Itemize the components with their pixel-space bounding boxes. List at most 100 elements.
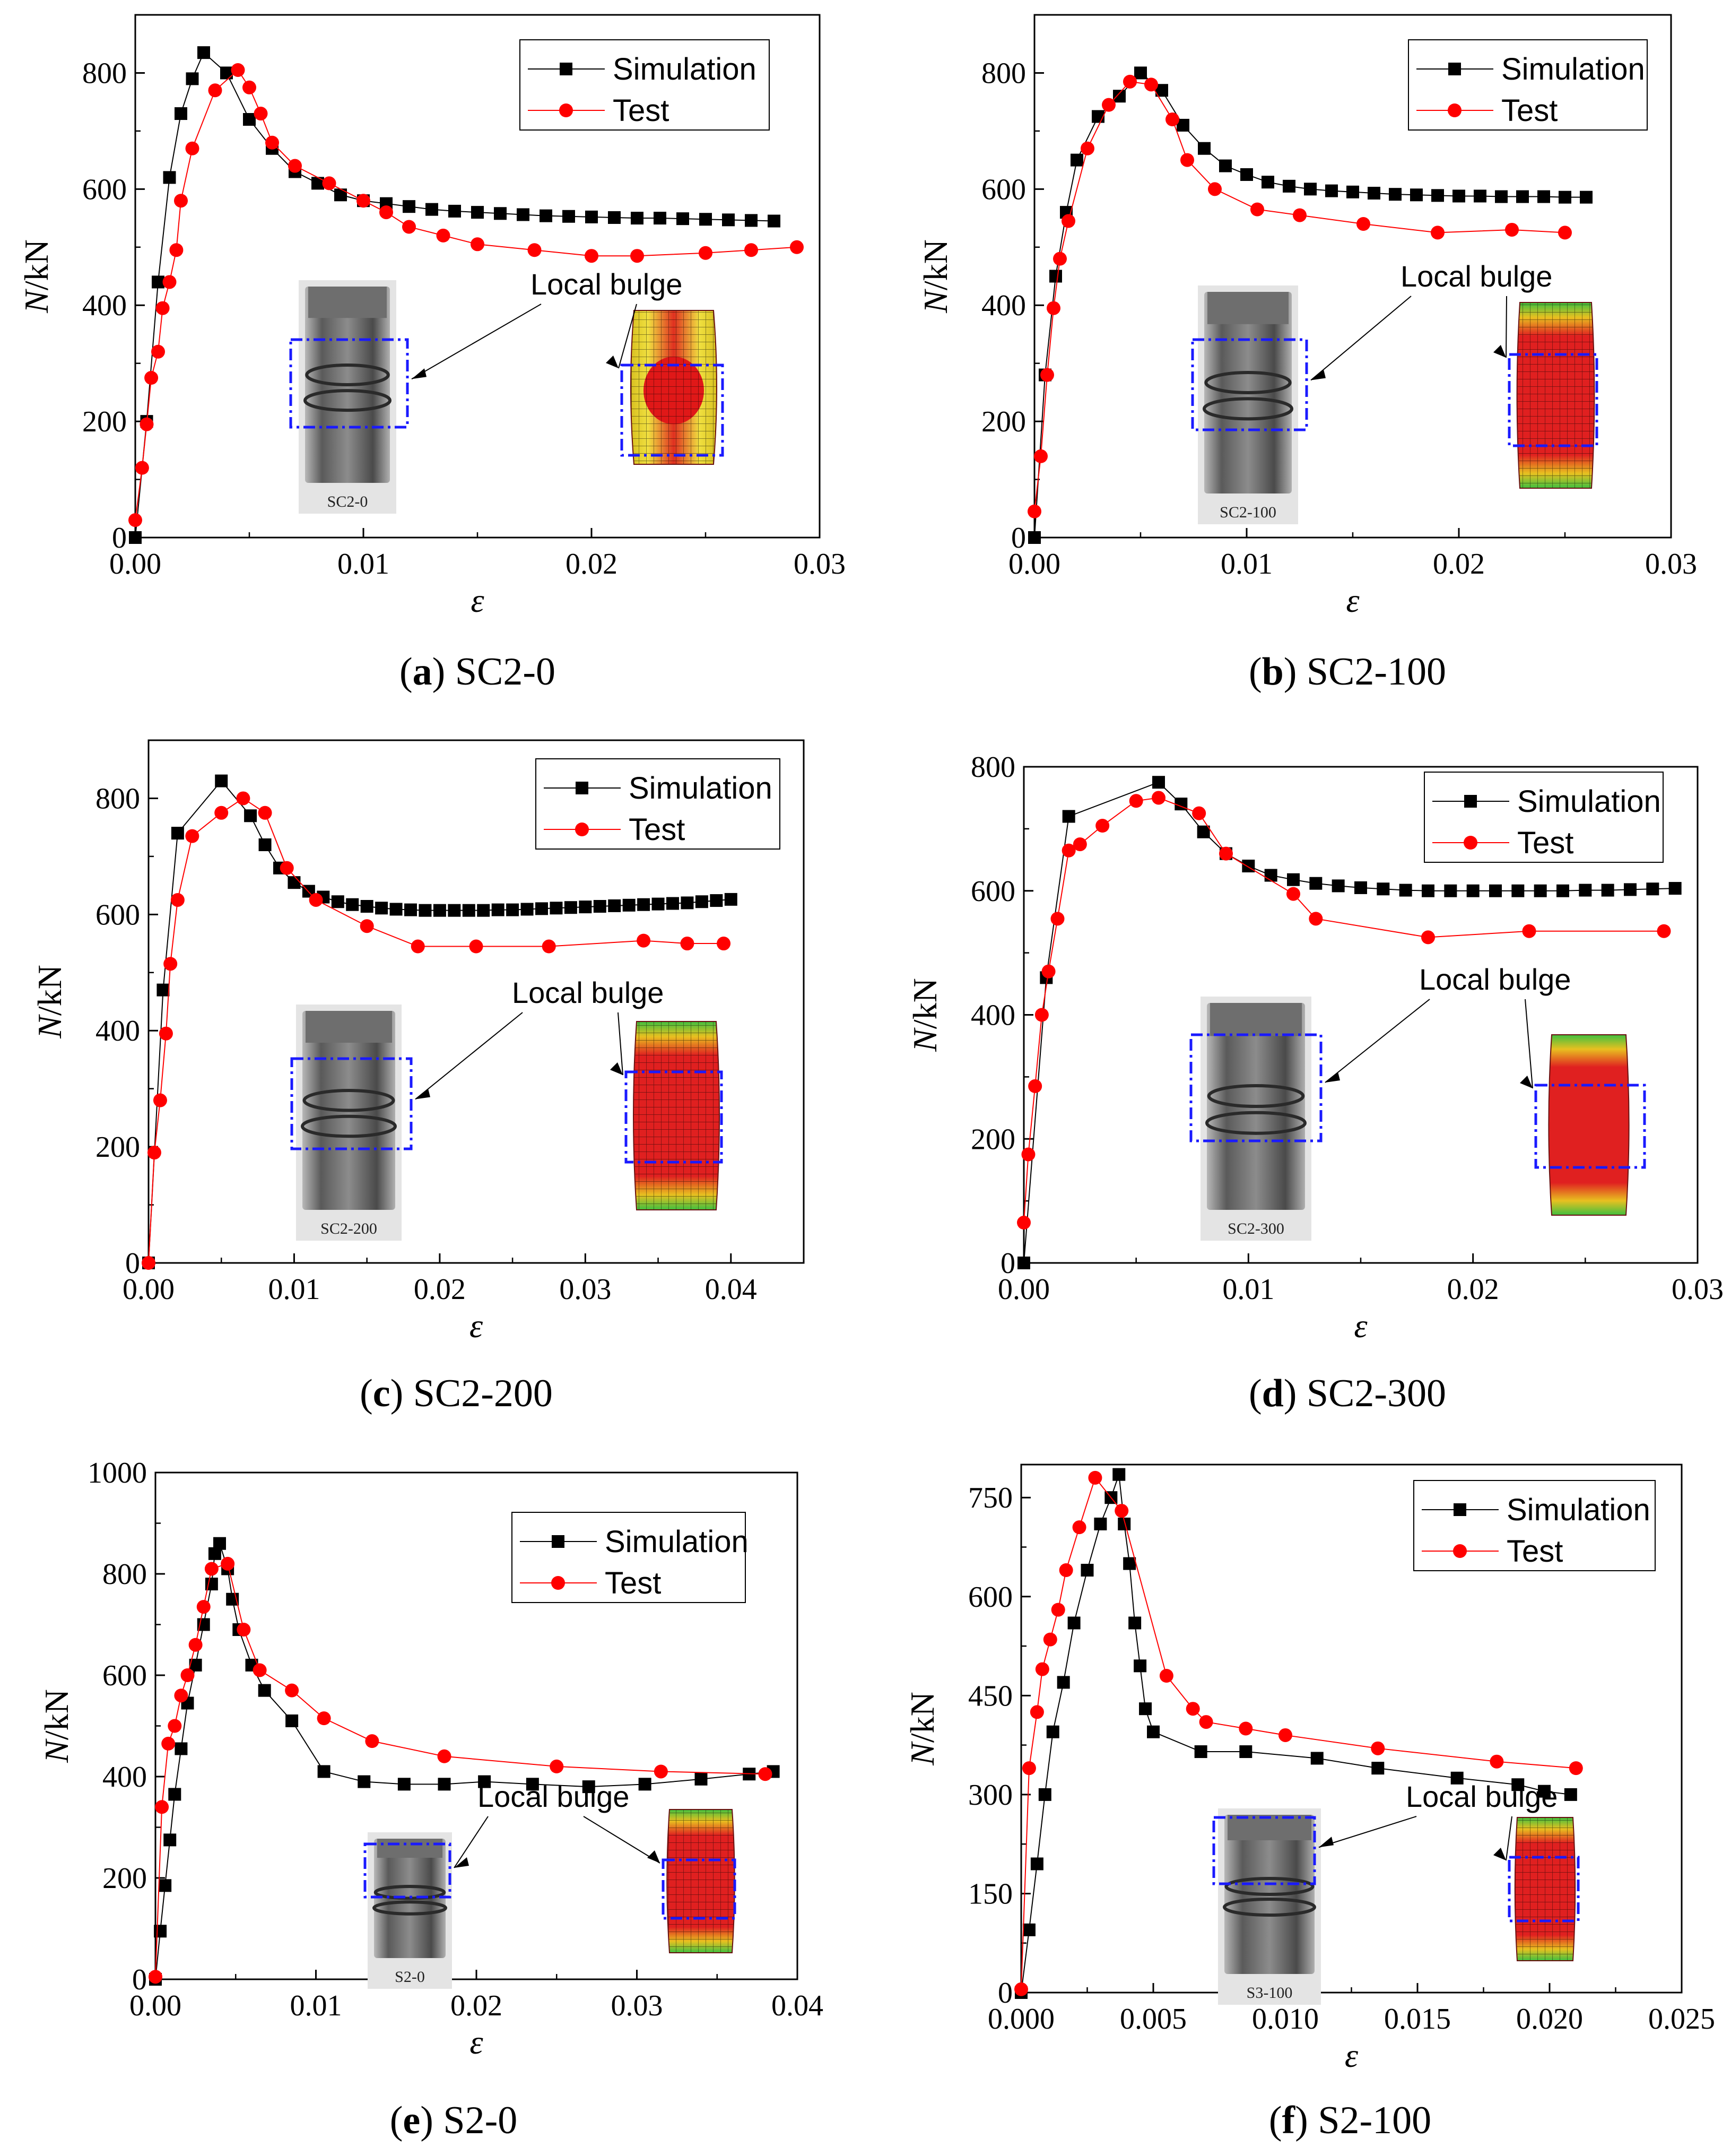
- simulation-point: [1564, 1788, 1577, 1801]
- arrow-head: [415, 1088, 430, 1099]
- test-point: [1102, 98, 1116, 112]
- simulation-point: [654, 212, 666, 225]
- simulation-point: [1092, 110, 1104, 123]
- annotation-arrow: [617, 1012, 623, 1076]
- panel-caption: (c) SC2-200: [360, 1372, 553, 1415]
- test-point: [162, 275, 177, 289]
- bulge-highlight-box-photo: [290, 1057, 413, 1150]
- simulation-point: [1579, 884, 1592, 897]
- test-point: [309, 893, 323, 907]
- simulation-point: [478, 1775, 491, 1788]
- test-point: [221, 1556, 235, 1571]
- simulation-point: [358, 1775, 371, 1788]
- test-point: [1152, 791, 1165, 805]
- chart-panel-e: 0.00 0.01 0.02 0.03 0.04 0 200 400 600 800 1000 ε N/…: [38, 1457, 823, 2142]
- test-point: [1021, 1147, 1036, 1162]
- caption-close-paren: ): [420, 2099, 443, 2142]
- simulation-point: [1112, 1468, 1126, 1481]
- y-tick-label: 400: [82, 289, 127, 322]
- series-simulation: [142, 774, 737, 1269]
- simulation-point: [1022, 1923, 1036, 1936]
- simulation-point: [1038, 1788, 1051, 1801]
- simulation-point: [1466, 884, 1480, 897]
- test-point: [214, 806, 229, 820]
- test-point: [174, 194, 188, 208]
- y-tick-label: 600: [82, 173, 127, 206]
- simulation-point: [1431, 189, 1444, 202]
- local-bulge-annotation: Local bulge: [530, 267, 682, 301]
- simulation-point: [403, 200, 415, 213]
- simulation-point: [1198, 142, 1211, 155]
- test-point: [436, 228, 450, 243]
- test-point: [1421, 930, 1435, 945]
- test-point: [1165, 112, 1179, 126]
- simulation-point: [159, 1879, 172, 1892]
- test-point: [1250, 202, 1264, 217]
- test-point: [1569, 1761, 1583, 1776]
- test-point: [1115, 1504, 1129, 1518]
- y-tick-label: 750: [968, 1482, 1013, 1514]
- x-tick-label: 0.04: [705, 1273, 757, 1306]
- x-tick-label: 0.01: [268, 1273, 320, 1306]
- caption-name: SC2-200: [413, 1372, 553, 1415]
- x-tick-label: 0.01: [337, 548, 389, 581]
- y-axis-label: N/kN: [31, 965, 68, 1039]
- y-tick-label: 400: [95, 1015, 140, 1047]
- simulation-point: [1399, 884, 1412, 897]
- test-point: [654, 1764, 668, 1779]
- x-tick-label: 0.02: [414, 1273, 466, 1306]
- simulation-point: [1123, 1557, 1136, 1570]
- legend-marker-test: [551, 1576, 565, 1590]
- simulation-point: [1194, 1745, 1207, 1759]
- simulation-point: [448, 204, 461, 218]
- simulation-point: [1537, 190, 1550, 203]
- y-tick-label: 400: [971, 999, 1015, 1032]
- bulge-highlight-box-fem: [624, 1070, 723, 1164]
- simulation-point: [1139, 1702, 1152, 1716]
- legend: Simulation Test: [1408, 39, 1648, 131]
- test-point: [1034, 1008, 1049, 1022]
- local-bulge-annotation: Local bulge: [1401, 259, 1552, 293]
- x-axis-label: ε: [1346, 582, 1360, 619]
- test-point: [1558, 226, 1572, 240]
- test-point: [1028, 504, 1041, 518]
- test-point: [437, 1749, 451, 1763]
- test-point: [1095, 819, 1110, 833]
- simulation-point: [1377, 882, 1390, 896]
- test-point: [151, 344, 165, 359]
- x-tick-label: 0.01: [1221, 548, 1273, 581]
- simulation-point: [1147, 1725, 1160, 1738]
- x-tick-label: 0.000: [988, 2003, 1055, 2036]
- simulation-point: [448, 904, 461, 917]
- simulation-point: [360, 900, 373, 913]
- annotation-arrow: [1506, 296, 1507, 358]
- test-point: [1431, 226, 1445, 240]
- simulation-point: [404, 903, 417, 916]
- test-point: [542, 939, 556, 954]
- simulation-point: [1067, 1616, 1081, 1630]
- specimen-photo: S2-0: [368, 1832, 452, 1989]
- photo-specimen-label: SC2-200: [320, 1220, 377, 1237]
- caption-letter: e: [403, 2099, 420, 2142]
- test-point: [1159, 1669, 1173, 1683]
- simulation-point: [1128, 1616, 1142, 1630]
- simulation-point: [1071, 153, 1083, 167]
- y-axis-label-symbol: N: [31, 1014, 68, 1039]
- simulation-point: [1516, 190, 1529, 203]
- simulation-point: [1422, 884, 1434, 897]
- legend-label-simulation: Simulation: [1507, 1493, 1650, 1527]
- local-bulge-annotation: Local bulge: [512, 976, 664, 1009]
- simulation-point: [676, 212, 689, 226]
- test-point: [1522, 924, 1536, 938]
- simulation-point: [419, 904, 432, 917]
- caption-open-paren: (: [360, 1372, 373, 1415]
- y-tick-label: 0: [112, 522, 127, 555]
- simulation-point: [1113, 90, 1126, 103]
- panel-caption: (d) SC2-300: [1249, 1372, 1446, 1415]
- legend-marker-test: [1464, 836, 1477, 850]
- simulation-point: [694, 1772, 708, 1786]
- simulation-point: [1134, 66, 1147, 80]
- test-point: [1088, 1470, 1102, 1485]
- simulation-point: [1452, 189, 1465, 203]
- series-test: [128, 63, 804, 527]
